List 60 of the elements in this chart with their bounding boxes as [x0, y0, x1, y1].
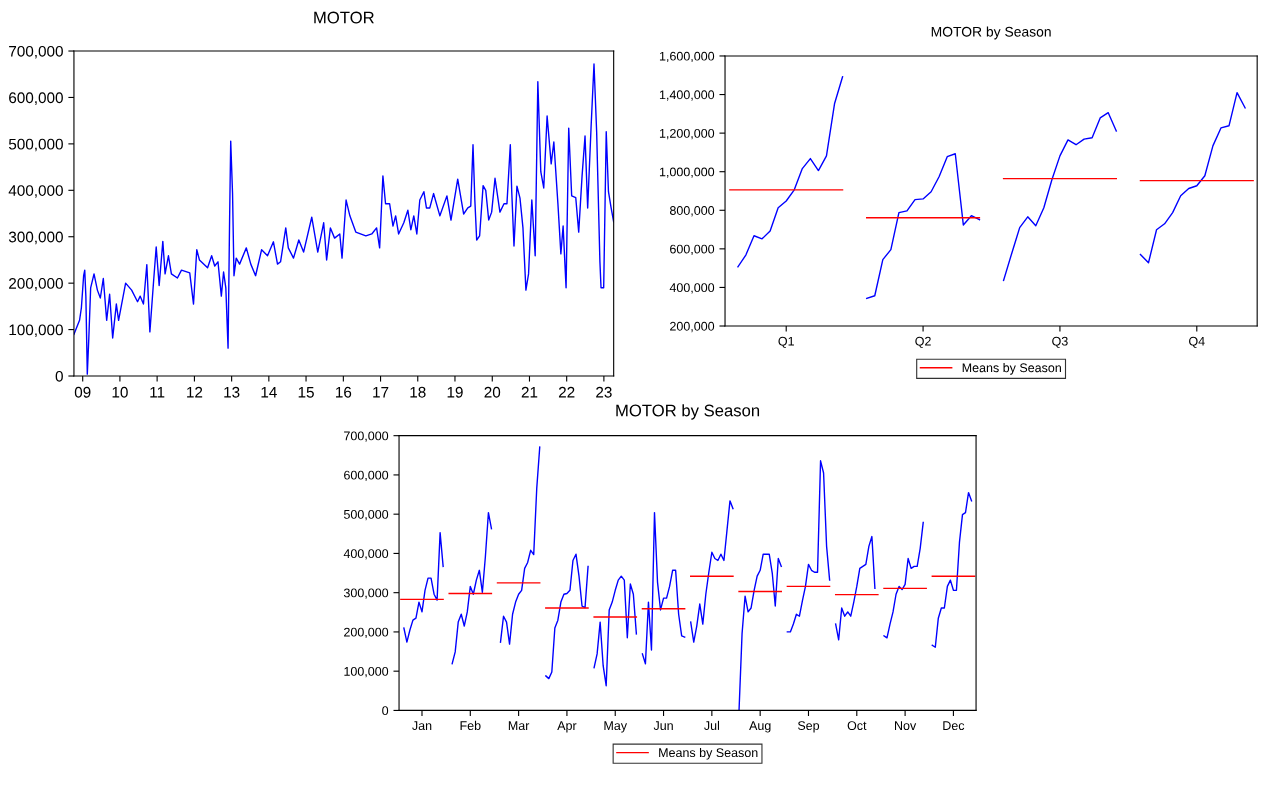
chart-title: MOTOR by Season — [931, 26, 1051, 40]
y-tick-label: 700,000 — [344, 431, 389, 442]
y-tick-label: 300,000 — [8, 231, 63, 245]
y-tick-label: 200,000 — [344, 627, 389, 639]
x-tick-label: 13 — [224, 386, 240, 398]
y-tick-label: 600,000 — [344, 470, 389, 482]
chart-title: MOTOR — [314, 11, 374, 24]
x-tick-label: Q2 — [915, 336, 931, 348]
x-tick-label: Jul — [704, 720, 720, 731]
x-tick-label: Nov — [895, 721, 917, 731]
y-tick-label: 0 — [382, 706, 389, 716]
legend-label: Means by Season — [659, 747, 758, 760]
x-tick-label: 11 — [150, 386, 165, 398]
x-tick-label: May — [604, 721, 628, 733]
x-tick-label: Mar — [508, 721, 530, 731]
x-tick-label: Q3 — [1052, 336, 1068, 348]
y-tick-label: 200,000 — [9, 278, 63, 291]
x-tick-label: 21 — [521, 386, 538, 398]
x-tick-label: Apr — [557, 721, 577, 733]
y-tick-label: 100,000 — [344, 666, 389, 678]
y-tick-label: 1,000,000 — [659, 167, 715, 178]
y-tick-label: 400,000 — [343, 549, 389, 560]
x-tick-label: 09 — [74, 386, 91, 398]
x-tick-label: Feb — [460, 720, 481, 731]
x-tick-label: 15 — [298, 386, 314, 398]
legend-label: Means by Season — [962, 363, 1061, 375]
x-tick-label: 10 — [112, 386, 128, 398]
y-tick-label: 600,000 — [9, 92, 63, 105]
y-tick-label: 700,000 — [9, 45, 63, 59]
x-tick-label: 19 — [447, 386, 463, 398]
y-tick-label: 200,000 — [670, 321, 715, 333]
x-tick-label: Jun — [653, 721, 673, 731]
x-tick-label: Aug — [749, 721, 771, 733]
y-tick-label: 400,000 — [669, 283, 715, 294]
y-tick-label: 500,000 — [343, 509, 389, 521]
y-tick-label: 100,000 — [9, 324, 63, 338]
y-tick-label: 600,000 — [670, 244, 715, 255]
x-tick-label: 23 — [596, 386, 612, 398]
x-tick-label: 22 — [558, 386, 575, 398]
x-tick-label: 16 — [336, 386, 352, 398]
chart-title: MOTOR by Season — [616, 404, 760, 420]
x-tick-label: Dec — [943, 721, 965, 731]
y-tick-label: 1,600,000 — [659, 51, 715, 63]
y-tick-label: 1,200,000 — [659, 128, 715, 140]
y-tick-label: 500,000 — [8, 138, 63, 152]
y-tick-label: 300,000 — [343, 588, 389, 599]
x-tick-label: 18 — [410, 386, 426, 398]
x-tick-label: 17 — [373, 386, 389, 398]
y-tick-label: 0 — [55, 370, 63, 382]
y-tick-label: 1,400,000 — [659, 90, 715, 101]
x-tick-label: 14 — [261, 386, 277, 398]
x-tick-label: Sep — [797, 721, 820, 733]
x-tick-label: Q1 — [778, 336, 794, 348]
y-tick-label: 400,000 — [8, 185, 63, 198]
y-tick-label: 800,000 — [669, 206, 715, 217]
x-tick-label: Oct — [847, 721, 867, 731]
x-tick-label: Q4 — [1189, 336, 1205, 348]
x-tick-label: Jan — [412, 721, 432, 731]
x-tick-label: 12 — [187, 386, 203, 398]
x-tick-label: 20 — [484, 386, 501, 398]
